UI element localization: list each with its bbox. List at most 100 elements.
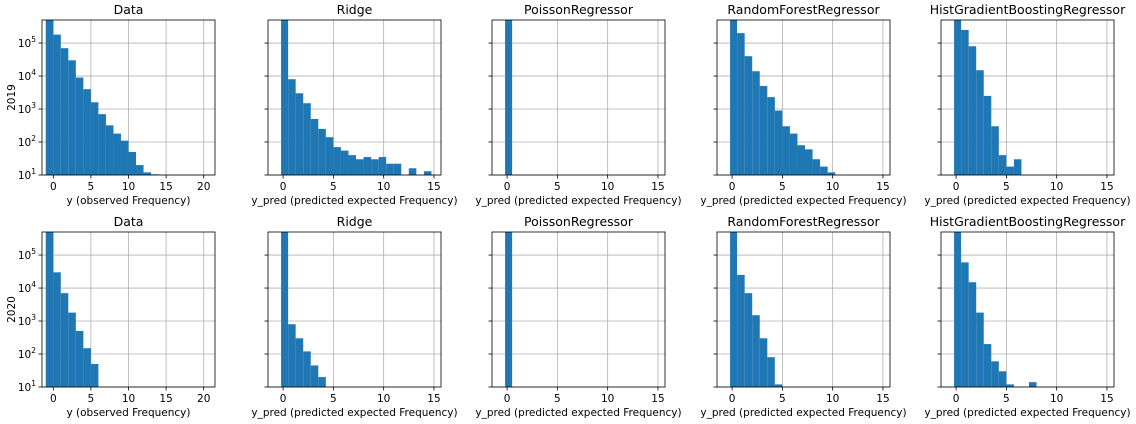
x-tick-label: 0 [729, 393, 736, 405]
x-tick-label: 0 [729, 181, 736, 193]
subplot-title: PoissonRegressor [524, 214, 634, 229]
histogram-bar [774, 110, 783, 175]
axes-frame [940, 231, 1115, 388]
subplot-title: RandomForestRegressor [727, 2, 880, 17]
histogram-bar [408, 168, 417, 175]
histogram-bar [968, 282, 977, 387]
subplot-title: HistGradientBoostingRegressor [930, 2, 1126, 17]
histogram-bar [998, 371, 1007, 387]
histogram-bar [75, 77, 84, 175]
x-tick-label: 10 [377, 181, 390, 193]
histogram-bar [45, 20, 54, 175]
subplot-2020-2: 0 5 10 15 Ridge y_pred (predicted expected Fr… [251, 214, 457, 419]
subplot-2020-4: 0 5 10 15 RandomForestRegressor y_pred (predi… [700, 214, 906, 419]
histogram-bar [386, 163, 394, 175]
subplot-2019-4: 0 5 10 15 RandomForestRegressor y_pred (predi… [700, 2, 906, 207]
histogram-bar [737, 33, 745, 175]
y-tick-label: 104 [18, 280, 36, 295]
axes-frame [267, 19, 442, 176]
histogram-bar [318, 377, 326, 387]
x-tick-label: 20 [197, 393, 210, 405]
histogram-bar [281, 20, 289, 175]
subplot-title: PoissonRegressor [524, 2, 634, 17]
histogram-bar [281, 232, 289, 387]
x-tick-label: 15 [427, 181, 440, 193]
histogram-bar [113, 133, 121, 175]
x-tick-label: 15 [876, 393, 889, 405]
subplot-2020-5: 0 5 10 15 HistGradientBoostingRegressor y_pre… [924, 214, 1130, 419]
histogram-bar [789, 133, 798, 175]
x-tick-label: 5 [330, 393, 337, 405]
histogram-bar [820, 166, 828, 175]
subplot-2019-5: 0 5 10 15 HistGradientBoostingRegressor y_pre… [924, 2, 1130, 207]
axes-frame [491, 231, 666, 388]
histogram-bar [310, 365, 319, 387]
axes-frame [716, 231, 891, 388]
x-tick-label: 5 [330, 181, 337, 193]
histogram-bar [1006, 166, 1014, 175]
histogram-bar [371, 159, 379, 175]
y-tick-label: 102 [18, 134, 36, 149]
histogram-bar [60, 293, 69, 387]
x-tick-label: 10 [826, 393, 839, 405]
histogram-bar [752, 315, 760, 387]
histogram-bar [295, 338, 304, 387]
histogram-bar [961, 262, 969, 387]
histogram-bar [136, 165, 144, 175]
histogram-bar [774, 384, 783, 387]
histogram-bar [983, 95, 992, 175]
histogram-bar [805, 149, 813, 175]
x-tick-label: 15 [427, 393, 440, 405]
histogram-bar [98, 114, 106, 175]
histogram-bar [120, 140, 129, 175]
x-axis-label: y (observed Frequency) [66, 195, 190, 207]
histogram-bar [976, 70, 984, 175]
histogram-bar [333, 147, 341, 175]
x-tick-label: 10 [1050, 393, 1063, 405]
histogram-bar [976, 312, 984, 387]
histogram-bar [75, 330, 84, 387]
y-tick-label: 101 [18, 167, 36, 182]
histogram-bar [143, 172, 152, 175]
histogram-bar [60, 48, 69, 175]
x-tick-label: 10 [601, 181, 614, 193]
subplot-title: RandomForestRegressor [727, 214, 880, 229]
y-tick-label: 103 [18, 313, 36, 328]
y-tick-label: 102 [18, 346, 36, 361]
histogram-bar [348, 155, 357, 175]
histogram-bar [782, 126, 790, 175]
y-tick-label: 105 [18, 35, 36, 50]
x-tick-label: 15 [159, 181, 172, 193]
histogram-bar [767, 97, 775, 175]
x-tick-label: 20 [197, 181, 210, 193]
y-axis-label: 2019 [6, 84, 18, 111]
histogram-bar [423, 171, 432, 175]
histogram-bar [759, 85, 768, 175]
x-tick-label: 15 [1100, 181, 1113, 193]
x-tick-label: 5 [779, 393, 786, 405]
x-tick-label: 0 [953, 393, 960, 405]
y-tick-label: 104 [18, 68, 36, 83]
y-tick-label: 105 [18, 247, 36, 262]
histogram-bar [991, 126, 999, 175]
histogram-bar [310, 118, 319, 175]
histogram-bar [83, 89, 91, 175]
histogram-bar [505, 232, 513, 387]
subplot-2019-3: 0 5 10 15 PoissonRegressor y_pred (predicted … [475, 2, 681, 207]
histogram-bar [68, 60, 76, 175]
x-tick-label: 0 [504, 393, 511, 405]
histogram-bar [797, 145, 806, 175]
histogram-bar [759, 338, 768, 387]
y-axis-label: 2020 [6, 296, 18, 323]
x-axis-label: y_pred (predicted expected Frequency) [924, 195, 1130, 207]
x-tick-label: 0 [504, 181, 511, 193]
subplot-2019-1: 0 5 10 15 20 101 102 103 104 105 Data y (observed F… [6, 2, 216, 207]
x-axis-label: y_pred (predicted expected Frequency) [700, 407, 906, 419]
x-axis-label: y_pred (predicted expected Frequency) [251, 407, 457, 419]
axes-frame [940, 19, 1115, 176]
histogram-bar [954, 20, 962, 175]
x-tick-label: 5 [554, 181, 561, 193]
x-tick-label: 10 [826, 181, 839, 193]
histogram-bar [83, 348, 91, 387]
